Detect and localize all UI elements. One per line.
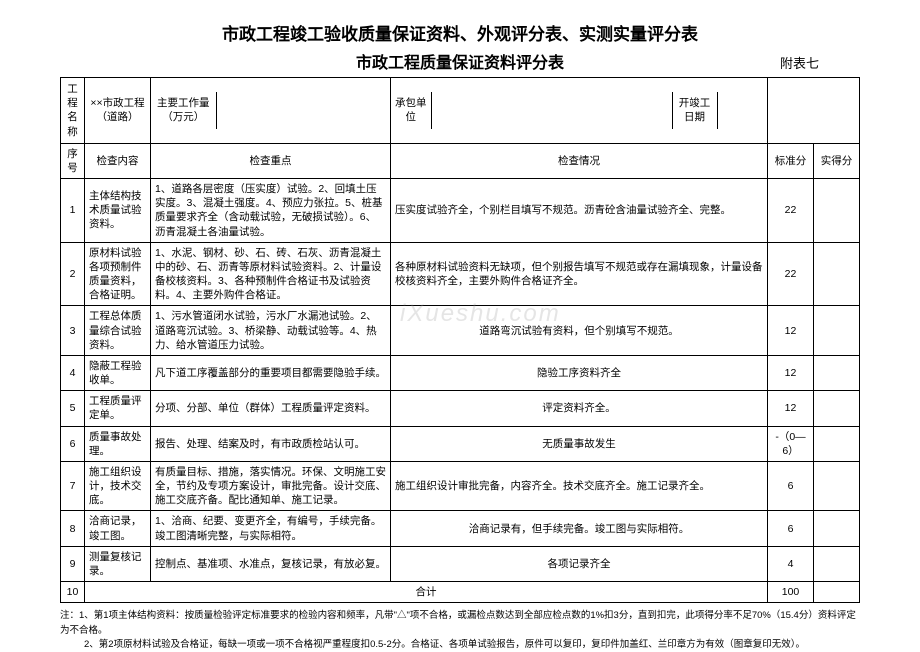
cell-situation: 无质量事故发生	[391, 426, 768, 461]
cell-content: 洽商记录，竣工图。	[85, 511, 151, 546]
total-seq: 10	[61, 582, 85, 603]
cell-content: 主体结构技术质量试验资料。	[85, 179, 151, 243]
cell-content: 隐蔽工程验收单。	[85, 355, 151, 390]
contractor-value	[431, 92, 672, 128]
cell-situation: 评定资料齐全。	[391, 391, 768, 426]
cell-std: 22	[768, 242, 814, 306]
col-check-content: 检查内容	[85, 143, 151, 178]
col-seq: 序号	[61, 143, 85, 178]
cell-std: 22	[768, 179, 814, 243]
cell-actual	[814, 179, 860, 243]
cell-situation: 压实度试验齐全，个别栏目填写不规范。沥青砼含油量试验齐全、完整。	[391, 179, 768, 243]
table-row: 2 原材料试验各项预制件质量资料，合格证明。 1、水泥、钢材、砂、石、砖、石灰、…	[61, 242, 860, 306]
col-check-focus: 检查重点	[151, 143, 391, 178]
cell-std: 6	[768, 461, 814, 511]
total-row: 10 合计 100	[61, 582, 860, 603]
cell-std: 12	[768, 306, 814, 356]
cell-actual	[814, 546, 860, 581]
title-annex: 附表七	[780, 53, 860, 72]
cell-content: 施工组织设计，技术交底。	[85, 461, 151, 511]
project-name-label: 工程名称	[61, 78, 85, 144]
table-row: 7 施工组织设计，技术交底。 有质量目标、措施，落实情况。环保、文明施工安全，节…	[61, 461, 860, 511]
cell-focus: 分项、分部、单位（群体）工程质量评定资料。	[151, 391, 391, 426]
title-sub: 市政工程质量保证资料评分表	[140, 49, 780, 73]
table-row: 6 质量事故处理。 报告、处理、结案及时，有市政质检站认可。 无质量事故发生 -…	[61, 426, 860, 461]
cell-actual	[814, 511, 860, 546]
cell-actual	[814, 242, 860, 306]
footnote: 注：1、第1项主体结构资料：按质量检验评定标准要求的检验内容和频率，凡带"△"项…	[60, 609, 860, 652]
main-work-value	[216, 92, 390, 128]
project-name-value: ××市政工程（道路）	[85, 78, 151, 144]
cell-std: 4	[768, 546, 814, 581]
cell-seq: 4	[61, 355, 85, 390]
cell-seq: 7	[61, 461, 85, 511]
header-info-row: 工程名称 ××市政工程（道路） 主要工作量（万元） 承包单位 开竣工日期	[61, 78, 860, 144]
cell-content: 质量事故处理。	[85, 426, 151, 461]
table-row: 3 工程总体质量综合试验资料。 1、污水管道闭水试验，污水厂水漏池试验。2、道路…	[61, 306, 860, 356]
cell-std: 12	[768, 391, 814, 426]
footnote-line2: 2、第2项原材料试验及合格证，每缺一项或一项不合格视严重程度扣0.5-2分。合格…	[60, 638, 860, 652]
cell-seq: 2	[61, 242, 85, 306]
cell-situation: 隐验工序资料齐全	[391, 355, 768, 390]
col-standard-score: 标准分	[768, 143, 814, 178]
contractor-label: 承包单位	[391, 92, 431, 128]
table-row: 9 测量复核记录。 控制点、基准项、水准点，复核记录，有放必复。 各项记录齐全 …	[61, 546, 860, 581]
cell-content: 测量复核记录。	[85, 546, 151, 581]
cell-actual	[814, 391, 860, 426]
cell-situation: 各项记录齐全	[391, 546, 768, 581]
cell-focus: 1、道路各层密度（压实度）试验。2、回填土压实度。3、混凝土强度。4、预应力张拉…	[151, 179, 391, 243]
table-row: 1 主体结构技术质量试验资料。 1、道路各层密度（压实度）试验。2、回填土压实度…	[61, 179, 860, 243]
cell-focus: 有质量目标、措施，落实情况。环保、文明施工安全，节约及专项方案设计，审批完备。设…	[151, 461, 391, 511]
cell-actual	[814, 306, 860, 356]
table-row: 5 工程质量评定单。 分项、分部、单位（群体）工程质量评定资料。 评定资料齐全。…	[61, 391, 860, 426]
col-check-situation: 检查情况	[391, 143, 768, 178]
cell-seq: 6	[61, 426, 85, 461]
title-row: 市政工程质量保证资料评分表 附表七	[60, 49, 860, 73]
cell-seq: 8	[61, 511, 85, 546]
cell-focus: 1、洽商、纪要、变更齐全，有编号，手续完备。竣工图清晰完整，与实际相符。	[151, 511, 391, 546]
cell-focus: 1、污水管道闭水试验，污水厂水漏池试验。2、道路弯沉试验。3、桥梁静、动载试验等…	[151, 306, 391, 356]
cell-std: -（0—6）	[768, 426, 814, 461]
cell-seq: 9	[61, 546, 85, 581]
cell-content: 工程质量评定单。	[85, 391, 151, 426]
cell-actual	[814, 426, 860, 461]
cell-seq: 1	[61, 179, 85, 243]
col-actual-score: 实得分	[814, 143, 860, 178]
score-table: 工程名称 ××市政工程（道路） 主要工作量（万元） 承包单位 开竣工日期	[60, 77, 860, 603]
cell-situation: 洽商记录有，但手续完备。竣工图与实际相符。	[391, 511, 768, 546]
title-main: 市政工程竣工验收质量保证资料、外观评分表、实测实量评分表	[60, 20, 860, 45]
table-row: 8 洽商记录，竣工图。 1、洽商、纪要、变更齐全，有编号，手续完备。竣工图清晰完…	[61, 511, 860, 546]
date-value	[717, 92, 767, 128]
table-row: 4 隐蔽工程验收单。 凡下道工序覆盖部分的重要项目都需要隐验手续。 隐验工序资料…	[61, 355, 860, 390]
cell-seq: 5	[61, 391, 85, 426]
cell-actual	[814, 461, 860, 511]
cell-actual	[814, 355, 860, 390]
cell-focus: 报告、处理、结案及时，有市政质检站认可。	[151, 426, 391, 461]
cell-focus: 凡下道工序覆盖部分的重要项目都需要隐验手续。	[151, 355, 391, 390]
total-actual	[814, 582, 860, 603]
cell-content: 原材料试验各项预制件质量资料，合格证明。	[85, 242, 151, 306]
cell-seq: 3	[61, 306, 85, 356]
cell-content: 工程总体质量综合试验资料。	[85, 306, 151, 356]
date-label: 开竣工日期	[672, 92, 717, 128]
main-work-label: 主要工作量（万元）	[151, 92, 216, 128]
column-header-row: 序号 检查内容 检查重点 检查情况 标准分 实得分	[61, 143, 860, 178]
total-std: 100	[768, 582, 814, 603]
cell-std: 6	[768, 511, 814, 546]
header-sub-cell-2: 承包单位 开竣工日期	[391, 78, 768, 144]
footnote-line1: 注：1、第1项主体结构资料：按质量检验评定标准要求的检验内容和频率，凡带"△"项…	[60, 609, 860, 638]
cell-situation: 施工组织设计审批完备，内容齐全。技术交底齐全。施工记录齐全。	[391, 461, 768, 511]
cell-situation: 各种原材料试验资料无缺项，但个别报告填写不规范或存在漏填现象，计量设备校核资料齐…	[391, 242, 768, 306]
cell-situation: 道路弯沉试验有资料，但个别填写不规范。	[391, 306, 768, 356]
cell-focus: 控制点、基准项、水准点，复核记录，有放必复。	[151, 546, 391, 581]
cell-std: 12	[768, 355, 814, 390]
header-sub-cell: 主要工作量（万元）	[151, 78, 391, 144]
header-empty	[768, 78, 860, 144]
cell-focus: 1、水泥、钢材、砂、石、砖、石灰、沥青混凝土中的砂、石、沥青等原材料试验资料。2…	[151, 242, 391, 306]
total-label: 合计	[85, 582, 768, 603]
